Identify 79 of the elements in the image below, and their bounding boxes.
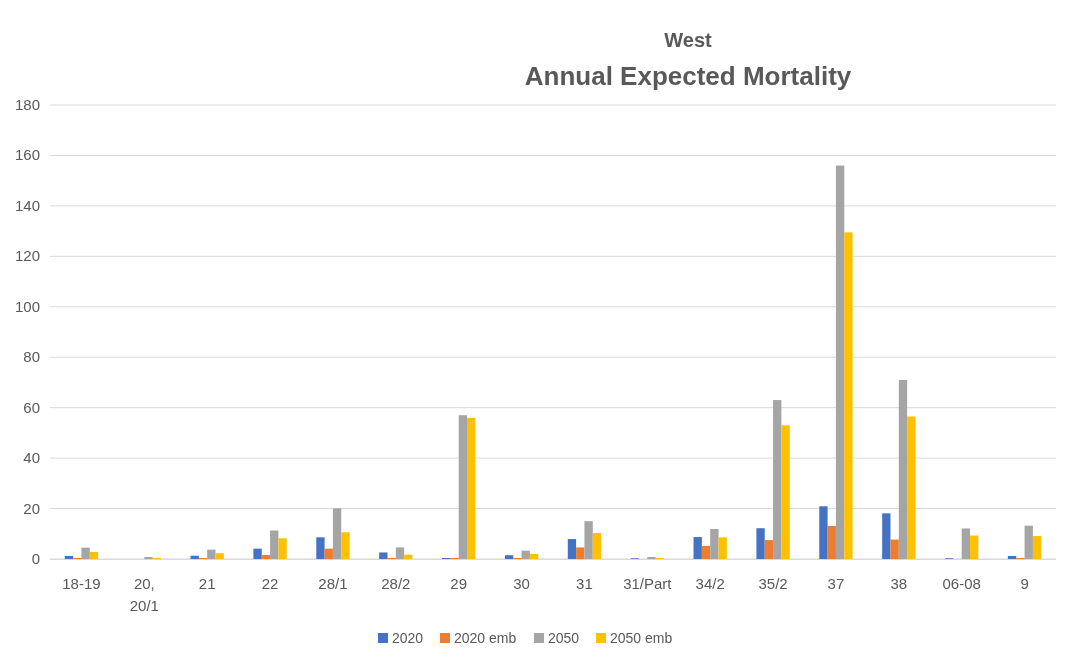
bar (693, 537, 702, 559)
chart-subtitle: West (664, 29, 713, 51)
x-tick-label: 35/2 (758, 575, 788, 592)
y-tick-label: 60 (23, 398, 40, 416)
bar (961, 528, 971, 559)
bar (1032, 536, 1042, 559)
bar (341, 532, 350, 559)
legend-label: 2020 (392, 630, 424, 646)
x-tick-label: 31/Part (623, 575, 673, 592)
bar (395, 547, 405, 559)
bar (781, 425, 790, 559)
legend-label: 2050 (548, 630, 580, 646)
bar (764, 540, 774, 559)
x-tick-label: 28/1 (318, 575, 348, 592)
bar (844, 232, 853, 559)
x-tick-label: 28/2 (381, 575, 411, 592)
y-tick-label: 180 (14, 96, 40, 113)
bar (324, 548, 333, 559)
bar (576, 547, 585, 559)
y-tick-label: 80 (23, 348, 40, 366)
x-tick-label: 34/2 (695, 575, 725, 592)
bar (647, 556, 656, 559)
bar (970, 535, 979, 559)
x-tick-label: 30 (513, 575, 530, 592)
bar (756, 528, 765, 559)
bar (890, 539, 899, 559)
bar (81, 547, 90, 559)
bar (819, 506, 828, 559)
y-tick-label: 160 (14, 146, 40, 164)
bar (261, 554, 271, 559)
legend-label: 2020 emb (454, 630, 517, 646)
bar (144, 556, 153, 559)
bar (567, 539, 577, 559)
bar (907, 416, 916, 559)
bar (827, 525, 836, 559)
bar (898, 379, 908, 559)
bar (592, 533, 602, 559)
bar (215, 553, 224, 559)
x-tick-label: 38 (890, 575, 908, 592)
bar (773, 400, 782, 559)
bar (710, 528, 719, 559)
bar (207, 549, 216, 559)
bar (504, 555, 514, 559)
bar (1007, 555, 1017, 559)
bar (316, 537, 325, 559)
bar (467, 417, 476, 559)
chart-title: Annual Expected Mortality (524, 61, 852, 91)
bar (278, 538, 287, 559)
y-tick-label: 140 (14, 196, 40, 214)
x-tick-label: 06-08 (942, 575, 981, 592)
bar (1024, 525, 1033, 559)
y-tick-label: 120 (14, 247, 40, 265)
x-tick-label: 37 (827, 575, 845, 592)
y-tick-label: 0 (31, 550, 40, 567)
bar (458, 415, 468, 559)
y-tick-label: 40 (23, 449, 40, 467)
bar (882, 513, 891, 559)
x-tick-label: 31 (576, 575, 593, 592)
bar (701, 545, 711, 559)
bar (529, 553, 539, 559)
bar (270, 530, 279, 559)
x-tick-label: 9 (1020, 575, 1029, 592)
y-tick-label: 100 (14, 297, 40, 315)
x-tick-label: 22 (261, 575, 279, 592)
bar (521, 550, 530, 559)
y-tick-label: 20 (23, 499, 40, 517)
bar (89, 551, 99, 559)
x-tick-label: 21 (198, 575, 216, 592)
bar (253, 548, 262, 559)
bar (718, 537, 727, 559)
bar (584, 521, 593, 559)
bar (379, 552, 388, 559)
bar (332, 508, 342, 559)
x-tick-label: 20, 20/1 (129, 575, 159, 614)
legend-label: 2050 emb (610, 630, 673, 646)
x-tick-label: 18-19 (62, 575, 101, 592)
bar (64, 555, 74, 559)
bar (835, 165, 845, 559)
x-tick-label: 29 (450, 575, 468, 592)
